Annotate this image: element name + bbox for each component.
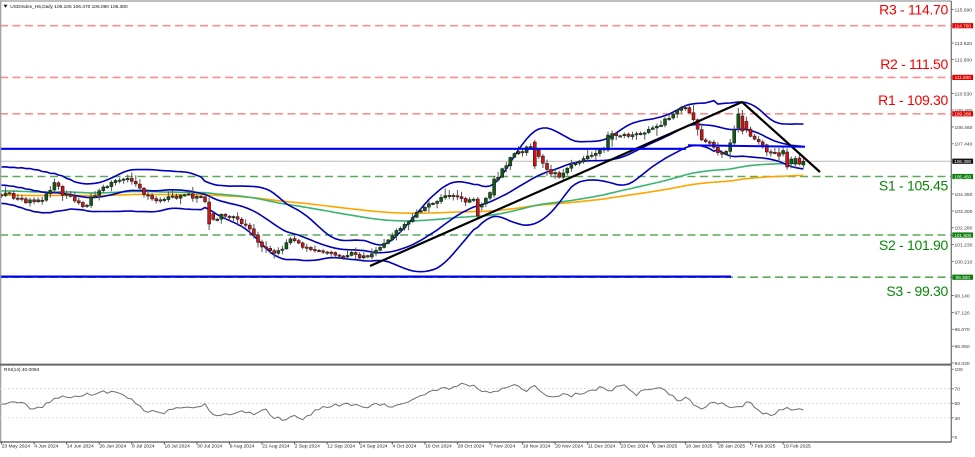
svg-text:100: 100	[955, 367, 963, 373]
svg-text:113.620: 113.620	[955, 41, 973, 47]
svg-text:101.900: 101.900	[954, 233, 971, 238]
svg-text:101.230: 101.230	[955, 243, 973, 249]
svg-text:24 Sep 2024: 24 Sep 2024	[360, 443, 388, 449]
svg-text:105.450: 105.450	[954, 174, 971, 179]
svg-text:14 Jun 2024: 14 Jun 2024	[67, 443, 94, 449]
svg-text:2 Sep 2024: 2 Sep 2024	[295, 443, 320, 449]
svg-text:23 Dec 2024: 23 Dec 2024	[621, 443, 649, 449]
svg-text:30: 30	[955, 416, 961, 422]
svg-text:107.440: 107.440	[955, 142, 973, 148]
svg-text:110.530: 110.530	[955, 91, 973, 97]
svg-text:R3 - 114.70: R3 - 114.70	[879, 1, 948, 17]
svg-text:96.070: 96.070	[955, 327, 970, 333]
svg-text:USDIndex_H5,Daily 106.105 106: USDIndex_H5,Daily 106.105 106.470 106.09…	[10, 4, 128, 10]
svg-text:98.140: 98.140	[955, 293, 970, 299]
svg-text:12 Sep 2024: 12 Sep 2024	[327, 443, 355, 449]
svg-text:RSI(14) 40.0094: RSI(14) 40.0094	[4, 367, 40, 373]
svg-text:7 Feb 2025: 7 Feb 2025	[751, 443, 776, 449]
svg-text:94.030: 94.030	[955, 361, 970, 367]
svg-text:115.690: 115.690	[955, 7, 973, 13]
svg-text:11 Dec 2024: 11 Dec 2024	[588, 443, 616, 449]
svg-text:19 Nov 2024: 19 Nov 2024	[523, 443, 551, 449]
svg-text:4 Oct 2024: 4 Oct 2024	[393, 443, 417, 449]
svg-text:28 Jan 2025: 28 Jan 2025	[718, 443, 745, 449]
svg-text:7 Nov 2024: 7 Nov 2024	[490, 443, 515, 449]
svg-text:26 Jun 2024: 26 Jun 2024	[99, 443, 126, 449]
svg-text:R2 - 111.50: R2 - 111.50	[880, 56, 948, 72]
svg-text:100.210: 100.210	[955, 260, 973, 266]
svg-text:99.300: 99.300	[956, 275, 971, 280]
svg-text:50: 50	[955, 401, 961, 407]
svg-text:114.700: 114.700	[954, 24, 971, 29]
svg-text:108.460: 108.460	[955, 125, 973, 131]
svg-text:28 Oct 2024: 28 Oct 2024	[458, 443, 485, 449]
svg-text:109.480: 109.480	[955, 108, 973, 114]
svg-text:109.286: 109.286	[954, 112, 971, 117]
svg-text:18 Jul 2024: 18 Jul 2024	[165, 443, 191, 449]
svg-text:106.380: 106.380	[954, 159, 971, 164]
svg-text:21 Aug 2024: 21 Aug 2024	[262, 443, 290, 449]
svg-text:8 Jul 2024: 8 Jul 2024	[132, 443, 155, 449]
svg-text:19 Feb 2025: 19 Feb 2025	[783, 443, 811, 449]
svg-text:4 Jun 2024: 4 Jun 2024	[34, 443, 58, 449]
svg-text:6 Jan 2025: 6 Jan 2025	[653, 443, 677, 449]
svg-text:0: 0	[955, 435, 958, 441]
svg-text:70: 70	[955, 387, 961, 393]
svg-text:16 Oct 2024: 16 Oct 2024	[425, 443, 452, 449]
svg-text:9 Aug 2024: 9 Aug 2024	[230, 443, 255, 449]
svg-text:111.500: 111.500	[955, 75, 972, 80]
svg-text:103.300: 103.300	[955, 209, 973, 215]
svg-text:S2 - 101.90: S2 - 101.90	[879, 237, 949, 253]
svg-text:29 Nov 2024: 29 Nov 2024	[555, 443, 583, 449]
svg-text:R1 - 109.30: R1 - 109.30	[878, 92, 948, 108]
svg-text:95.050: 95.050	[955, 344, 970, 350]
svg-text:S1 - 105.45: S1 - 105.45	[879, 177, 949, 193]
svg-text:102.280: 102.280	[955, 226, 973, 232]
svg-text:104.350: 104.350	[955, 192, 973, 198]
svg-text:S3 - 99.30: S3 - 99.30	[886, 283, 948, 299]
svg-text:97.120: 97.120	[955, 310, 970, 316]
svg-text:30 Jul 2024: 30 Jul 2024	[197, 443, 223, 449]
svg-text:16 Jan 2025: 16 Jan 2025	[686, 443, 713, 449]
svg-text:23 May 2024: 23 May 2024	[2, 443, 31, 449]
svg-text:112.600: 112.600	[955, 57, 973, 63]
